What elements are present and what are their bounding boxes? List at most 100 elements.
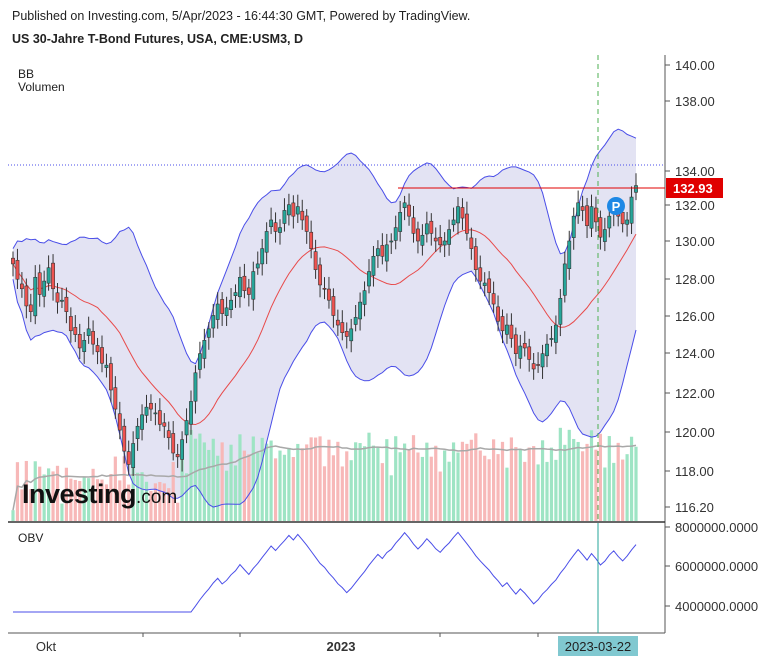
price-tick-label: 132.00 (675, 198, 715, 213)
volume-bar (469, 439, 473, 521)
candle-body (598, 217, 603, 238)
volume-bar (296, 443, 300, 521)
volume-bar (167, 488, 171, 521)
volume-bar (545, 461, 549, 521)
candle-body (353, 317, 358, 325)
candle-body (42, 280, 47, 297)
candle-body (567, 240, 572, 269)
volume-bar (318, 436, 322, 521)
candle-body (518, 345, 523, 359)
volume-bar (64, 467, 68, 521)
candle-body (460, 207, 465, 219)
volume-bar (465, 443, 469, 521)
candle-body (553, 324, 558, 343)
obv-indicator-label[interactable]: OBV (18, 531, 44, 545)
volume-bar (51, 471, 55, 521)
volume-bar (349, 460, 353, 521)
volume-bar (11, 510, 15, 521)
candle-body (286, 204, 291, 216)
candle-body (238, 276, 242, 298)
volume-bar (483, 455, 487, 521)
volume-bar (47, 468, 51, 521)
candle-body (82, 340, 87, 352)
candlesticks (11, 173, 638, 477)
candle-body (246, 287, 251, 295)
candle-body (117, 413, 122, 431)
volume-bar (60, 503, 64, 521)
volume-bar (407, 449, 411, 521)
volume-bar (496, 454, 500, 521)
volume-bar (367, 432, 371, 521)
candle-body (487, 278, 492, 293)
candle-body (229, 299, 233, 310)
candle-body (513, 334, 518, 354)
candle-body (429, 220, 434, 234)
candle-body (19, 283, 24, 290)
volume-bar (100, 479, 104, 521)
volume-bar (429, 456, 433, 521)
candle-body (367, 271, 371, 287)
volume-bar (523, 461, 527, 521)
volume-bar (233, 465, 238, 521)
candle-body (251, 271, 256, 300)
candle-body (456, 206, 460, 224)
volume-bar (371, 445, 376, 521)
volume-bar (492, 439, 496, 521)
volume-bar (211, 438, 215, 521)
candle-body (362, 290, 367, 305)
candle-body (625, 219, 630, 225)
candle-body (51, 262, 55, 290)
price-tick-label: 128.00 (675, 272, 715, 287)
axes: 140.00 138.00 134.00 132.00 130.00 128.00 126.… (8, 55, 758, 656)
candle-body (451, 219, 456, 226)
volume-bar (24, 460, 28, 521)
candle-body (171, 433, 176, 454)
price-tick-label: 138.00 (675, 94, 715, 109)
volume-bar (314, 437, 318, 521)
bb-basis-line (12, 229, 637, 426)
candle-body (291, 202, 296, 217)
bb-indicator-label[interactable]: BB (18, 67, 35, 81)
volume-bar (327, 439, 331, 521)
volume-bar (514, 447, 518, 521)
candle-body (295, 206, 300, 215)
volume-bar (581, 451, 585, 521)
candle-body (24, 285, 29, 307)
volume-bar (171, 462, 175, 521)
volume-bar (460, 441, 465, 521)
candle-body (340, 322, 345, 333)
volume-bar (113, 456, 117, 521)
volume-bar (616, 442, 620, 521)
time-axis-label: Okt (36, 639, 57, 654)
volume-bar (87, 478, 91, 521)
candle-body (531, 363, 536, 370)
volume-bar (420, 456, 424, 521)
candle-body (634, 185, 638, 193)
candle-body (402, 202, 407, 209)
volume-bar (256, 452, 260, 521)
volume-bar (238, 434, 242, 521)
candle-body (607, 215, 612, 229)
candle-body (300, 210, 305, 221)
candle-body (153, 412, 158, 415)
candle-body (273, 222, 278, 232)
marker-circle (607, 197, 625, 215)
candle-body (282, 210, 287, 224)
volume-bar (278, 450, 282, 521)
volume-bar (273, 458, 278, 521)
volume-bar (634, 446, 638, 521)
crosshair-date-label: 2023-03-22 (565, 639, 632, 654)
volume-bar (193, 438, 198, 521)
volume-bar (202, 442, 206, 521)
candle-body (113, 387, 118, 410)
volume-indicator-label[interactable]: Volumen (18, 80, 65, 94)
volume-bar (176, 502, 180, 521)
candle-body (140, 414, 144, 430)
volume-bar (563, 444, 567, 521)
candle-body (438, 236, 443, 246)
candle-body (322, 287, 327, 290)
candle-body (585, 205, 589, 227)
candle-body (206, 328, 211, 338)
volume-bar (29, 489, 33, 521)
